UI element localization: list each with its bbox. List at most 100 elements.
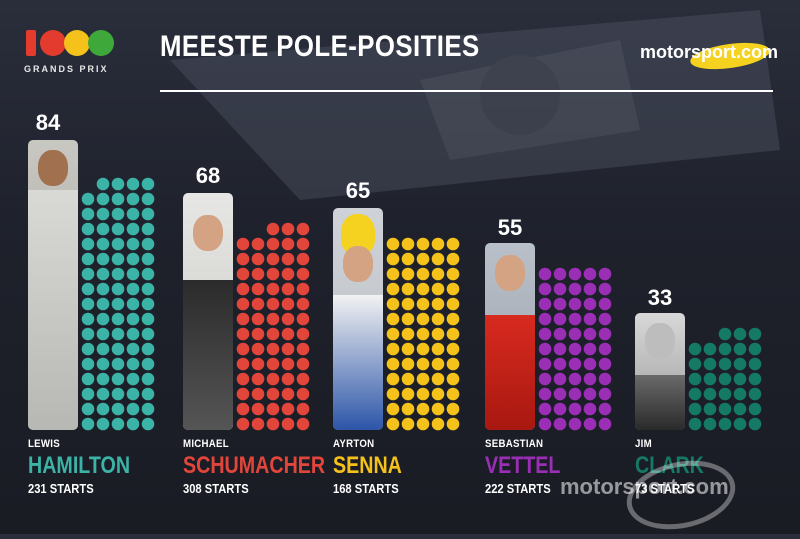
clark-head-icon [645, 323, 675, 359]
pole-dot-senna [401, 252, 415, 266]
pole-dot-clark [718, 417, 732, 431]
pole-dot-vettel [553, 342, 567, 356]
pole-dot-senna [446, 252, 460, 266]
pole-dot-senna [416, 342, 430, 356]
pole-dot-vettel [598, 282, 612, 296]
logo-digit-one [26, 30, 36, 56]
senna-head-icon [343, 246, 373, 282]
pole-dot-hamilton [126, 327, 140, 341]
pole-dot-schumacher [296, 372, 310, 386]
pole-dot-vettel [553, 387, 567, 401]
header-divider [160, 90, 773, 92]
pole-dot-clark [718, 387, 732, 401]
pole-dot-schumacher [236, 327, 250, 341]
pole-dot-senna [416, 402, 430, 416]
pole-dot-vettel [598, 297, 612, 311]
pole-dot-schumacher [281, 237, 295, 251]
pole-dot-clark [718, 372, 732, 386]
pole-dot-hamilton [111, 282, 125, 296]
pole-dot-hamilton [96, 252, 110, 266]
pole-dot-vettel [568, 267, 582, 281]
pole-dot-vettel [598, 387, 612, 401]
pole-dot-senna [401, 327, 415, 341]
pole-dot-schumacher [266, 417, 280, 431]
pole-dot-vettel [553, 282, 567, 296]
pole-dot-clark [718, 342, 732, 356]
pole-dot-hamilton [141, 372, 155, 386]
driver-photo-hamilton [28, 140, 78, 430]
pole-dot-schumacher [281, 327, 295, 341]
pole-dot-vettel [568, 297, 582, 311]
pole-dot-schumacher [236, 237, 250, 251]
vettel-body-icon [485, 315, 535, 430]
pole-dot-hamilton [81, 387, 95, 401]
pole-dot-senna [401, 237, 415, 251]
pole-dot-schumacher [266, 372, 280, 386]
pole-dot-senna [386, 402, 400, 416]
pole-dot-senna [416, 252, 430, 266]
last-name-vettel: VETTEL [485, 452, 561, 479]
pole-dot-vettel [598, 402, 612, 416]
pole-dot-vettel [553, 417, 567, 431]
logo-red-dot [40, 30, 66, 56]
pole-dot-senna [431, 357, 445, 371]
logo-green-dot [88, 30, 114, 56]
pole-dot-vettel [568, 402, 582, 416]
pole-dot-hamilton [81, 297, 95, 311]
pole-dot-hamilton [96, 237, 110, 251]
pole-dot-schumacher [266, 282, 280, 296]
driver-photo-clark [635, 313, 685, 430]
pole-dot-hamilton [141, 357, 155, 371]
pole-dot-schumacher [296, 327, 310, 341]
pole-dot-schumacher [281, 282, 295, 296]
pole-dot-hamilton [81, 282, 95, 296]
pole-dot-schumacher [281, 252, 295, 266]
pole-dot-vettel [538, 297, 552, 311]
pole-dot-hamilton [141, 312, 155, 326]
pole-dot-senna [446, 282, 460, 296]
pole-dot-clark [748, 402, 762, 416]
pole-dot-senna [431, 402, 445, 416]
pole-dot-clark [718, 357, 732, 371]
pole-dot-schumacher [236, 387, 250, 401]
pole-dot-senna [416, 237, 430, 251]
pole-dot-schumacher [236, 342, 250, 356]
pole-dot-hamilton [111, 297, 125, 311]
pole-dot-schumacher [251, 252, 265, 266]
pole-dot-clark [748, 357, 762, 371]
pole-dot-senna [431, 312, 445, 326]
pole-dot-hamilton [96, 342, 110, 356]
pole-dot-hamilton [96, 177, 110, 191]
pole-dot-hamilton [81, 357, 95, 371]
pole-dot-senna [416, 312, 430, 326]
pole-dot-hamilton [81, 342, 95, 356]
pole-dot-vettel [583, 387, 597, 401]
pole-dot-hamilton [141, 237, 155, 251]
pole-dot-vettel [553, 327, 567, 341]
pole-dot-hamilton [81, 237, 95, 251]
pole-dot-schumacher [296, 297, 310, 311]
pole-dot-hamilton [111, 267, 125, 281]
pole-dot-clark [703, 417, 717, 431]
pole-dot-vettel [598, 312, 612, 326]
first-name-schumacher: MICHAEL [183, 438, 229, 450]
starts-schumacher: 308 STARTS [183, 481, 249, 496]
pole-dot-hamilton [96, 372, 110, 386]
pole-dot-senna [386, 267, 400, 281]
pole-dot-hamilton [141, 222, 155, 236]
pole-dot-schumacher [236, 267, 250, 281]
pole-dot-schumacher [236, 372, 250, 386]
pole-dot-hamilton [141, 207, 155, 221]
pole-dot-clark [688, 417, 702, 431]
page-title: MEESTE POLE-POSITIES [160, 30, 480, 63]
brand-logo[interactable]: motorsport.com [640, 42, 779, 62]
pole-dot-hamilton [126, 297, 140, 311]
pole-count-vettel: 55 [497, 215, 523, 240]
pole-dot-hamilton [96, 267, 110, 281]
pole-dot-schumacher [266, 267, 280, 281]
pole-dot-senna [386, 312, 400, 326]
pole-dot-vettel [598, 327, 612, 341]
pole-dot-clark [703, 402, 717, 416]
pole-dot-hamilton [111, 417, 125, 431]
pole-dot-clark [748, 342, 762, 356]
